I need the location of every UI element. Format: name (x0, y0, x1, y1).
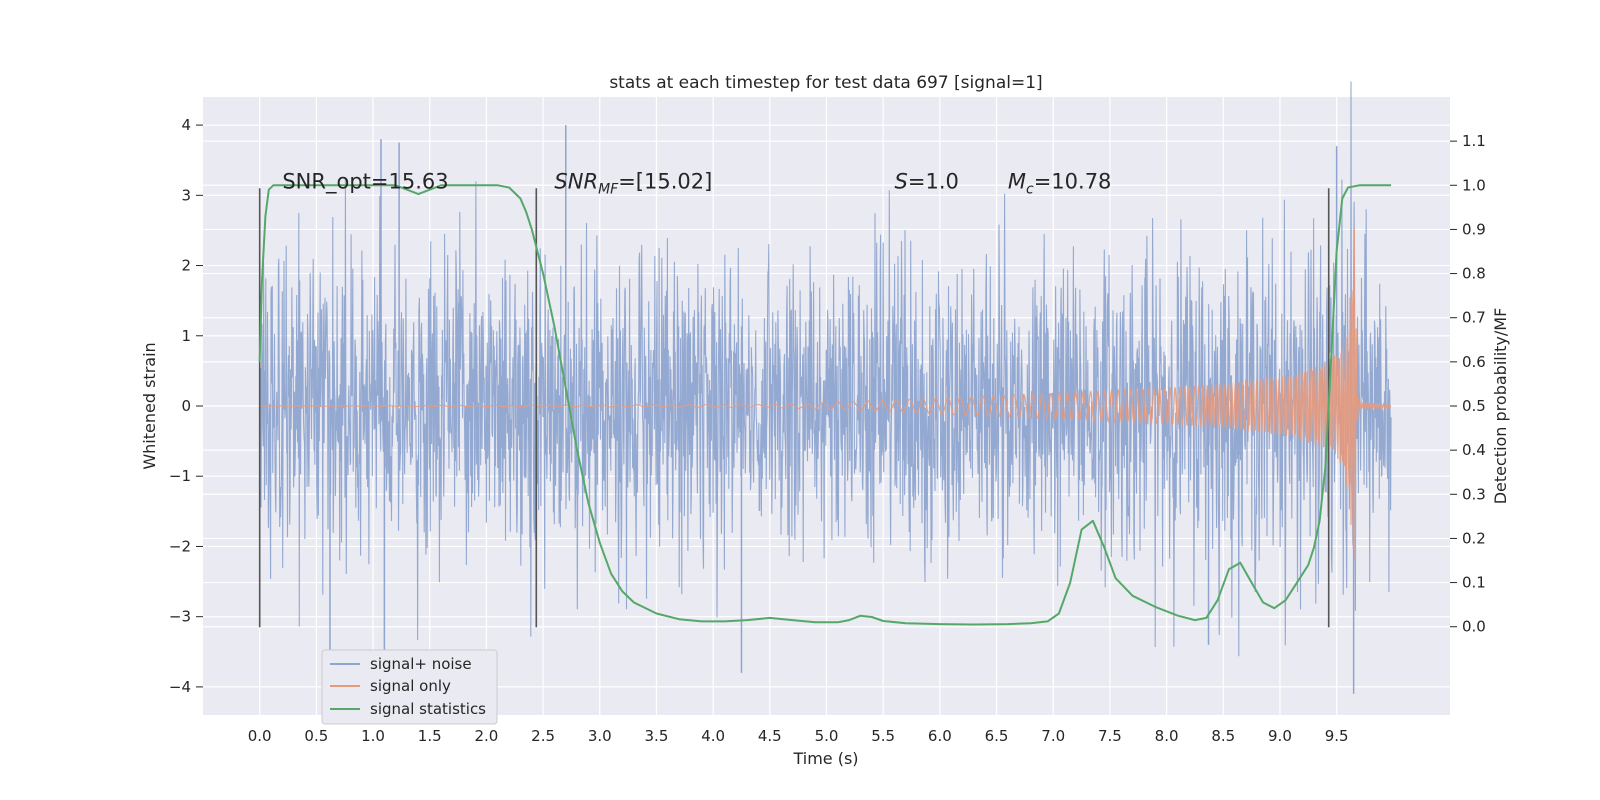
y2-axis-ticks: 1.1 1.0 0.9 0.8 0.7 0.6 0.5 0.4 0.3 0.2 0.1 0.0 (1450, 132, 1486, 636)
y-tick-label: −4 (169, 678, 191, 696)
x-tick-label: 0.5 (304, 727, 328, 745)
x-axis-label: Time (s) (792, 749, 858, 768)
y2-tick-label: 1.1 (1462, 132, 1486, 150)
x-tick-label: 6.5 (985, 727, 1009, 745)
annotation-text: SNRMF=[15.02] (554, 169, 712, 197)
legend: signal+ noise signal only signal statist… (321, 649, 498, 725)
annotation-text: SNR_opt=15.63 (282, 169, 448, 194)
noise-line (259, 81, 1392, 657)
y2-axis-label: Detection probability/MF (1491, 308, 1510, 505)
y-axis-label: Whitened strain (140, 342, 159, 469)
x-tick-label: 8.5 (1211, 727, 1235, 745)
y2-tick-label: 0.8 (1462, 265, 1486, 283)
y2-tick-label: 0.6 (1462, 353, 1486, 371)
y2-tick-label: 0.4 (1462, 441, 1486, 459)
x-tick-label: 1.0 (361, 727, 385, 745)
legend-label-noise: signal+ noise (370, 655, 472, 673)
y2-tick-label: 1.0 (1462, 176, 1486, 194)
y2-tick-label: 0.2 (1462, 529, 1486, 547)
y2-tick-label: 0.1 (1462, 574, 1486, 592)
y2-tick-label: 0.7 (1462, 309, 1486, 327)
x-tick-label: 9.5 (1325, 727, 1349, 745)
y-tick-label: −3 (169, 608, 191, 626)
chart-title: stats at each timestep for test data 697… (609, 73, 1042, 93)
annotation-text: S=1.0 (895, 169, 959, 193)
x-tick-label: 3.5 (645, 727, 669, 745)
legend-label-signal: signal only (370, 677, 451, 695)
x-axis-ticks: 0.0 0.5 1.0 1.5 2.0 2.5 3.0 3.5 4.0 4.5 5.0 5.5 6.0 6… (248, 727, 1349, 745)
x-tick-label: 1.5 (418, 727, 442, 745)
x-tick-label: 2.0 (474, 727, 498, 745)
x-tick-label: 4.5 (758, 727, 782, 745)
x-tick-label: 4.0 (701, 727, 725, 745)
signal-line (259, 228, 1392, 561)
x-tick-label: 2.5 (531, 727, 555, 745)
y2-tick-label: 0.5 (1462, 397, 1486, 415)
y-tick-label: 2 (181, 257, 191, 275)
y-tick-label: 4 (181, 116, 191, 134)
y2-tick-label: 0.3 (1462, 485, 1486, 503)
x-tick-label: 6.0 (928, 727, 952, 745)
x-tick-label: 3.0 (588, 727, 612, 745)
legend-label-statistics: signal statistics (370, 700, 486, 718)
annotation-text: Mc=10.78 (1008, 169, 1112, 197)
y-tick-label: −1 (169, 467, 191, 485)
signal-only-trace (259, 228, 1392, 561)
x-tick-label: 0.0 (248, 727, 272, 745)
x-tick-label: 7.0 (1041, 727, 1065, 745)
annotations: SNR_opt=15.63 SNRMF=[15.02] S=1.0 Mc=10.78 (282, 169, 1111, 197)
statistics-line (258, 184, 1392, 626)
x-tick-label: 5.0 (815, 727, 839, 745)
y-tick-label: 3 (181, 186, 191, 204)
y-tick-label: 0 (181, 397, 191, 415)
legend-box (321, 649, 498, 725)
y2-tick-label: 0.0 (1462, 618, 1486, 636)
y-axis-ticks: 4 3 2 1 0 −1 −2 −3 −4 (169, 116, 203, 696)
signal-statistics-trace (258, 184, 1392, 626)
y-tick-label: 1 (181, 327, 191, 345)
x-tick-label: 7.5 (1098, 727, 1122, 745)
y-tick-label: −2 (169, 537, 191, 555)
x-tick-label: 8.0 (1155, 727, 1179, 745)
y2-tick-label: 0.9 (1462, 220, 1486, 238)
x-tick-label: 9.0 (1268, 727, 1292, 745)
x-tick-label: 5.5 (871, 727, 895, 745)
